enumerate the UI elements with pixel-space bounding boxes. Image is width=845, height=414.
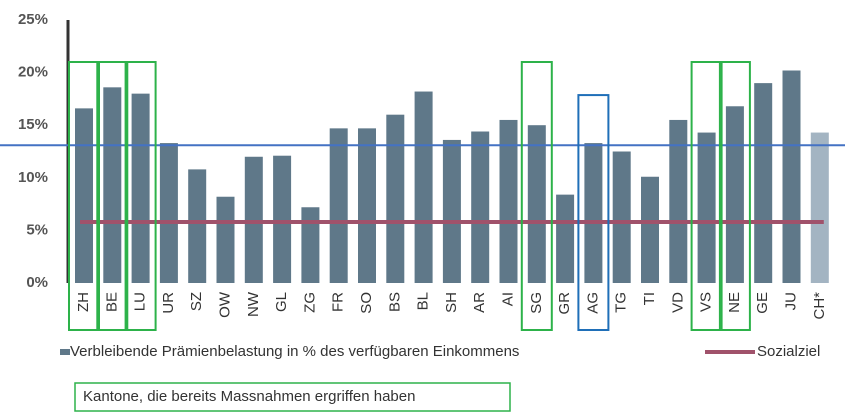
note-box (74, 382, 511, 412)
bar (244, 156, 263, 283)
x-tick-label: SG (528, 292, 545, 314)
bar (725, 106, 744, 283)
x-tick-label: GE (754, 292, 771, 314)
x-tick-label: TI (641, 292, 658, 305)
bar (641, 176, 659, 283)
bar (358, 128, 376, 283)
highlight-note: Kantone, die bereits Massnahmen ergriffe… (83, 388, 415, 405)
legend-label: Verbleibende Prämienbelastung in % des v… (70, 343, 519, 360)
x-tick-label: AR (471, 292, 488, 313)
bar (414, 91, 433, 283)
highlight-box (577, 94, 610, 331)
x-tick-label: OW (216, 291, 233, 318)
y-tick-label: 20% (18, 64, 48, 81)
highlight-box (520, 61, 553, 331)
x-tick-label: JU (782, 292, 799, 310)
highlight-box (124, 61, 157, 331)
bar (584, 143, 603, 283)
x-tick-label: NW (245, 291, 262, 317)
bar (754, 83, 773, 284)
x-tick-label: AI (499, 292, 516, 306)
x-tick-label: CH* (811, 292, 828, 320)
bar (216, 196, 235, 283)
bar (782, 70, 801, 283)
y-tick-label: 10% (18, 169, 48, 186)
highlight-box (68, 61, 100, 331)
x-tick-label: ZH (75, 292, 92, 312)
bar (273, 155, 292, 283)
x-tick-label: VD (669, 292, 686, 313)
x-tick-label: BE (103, 292, 120, 312)
y-tick-label: 0% (26, 274, 48, 291)
bar (75, 108, 93, 283)
x-tick-label: BL (415, 292, 432, 310)
y-tick-label: 25% (18, 11, 48, 28)
bar (329, 128, 348, 283)
highlight-box (718, 61, 751, 331)
bar (159, 143, 178, 283)
legend-swatch (60, 349, 70, 355)
bar (103, 87, 122, 283)
bar (527, 125, 546, 283)
x-tick-label: FR (330, 292, 347, 312)
x-tick-label: ZG (301, 292, 318, 313)
legend-label: Sozialziel (757, 343, 820, 360)
x-tick-label: VS (698, 292, 715, 312)
x-tick-label: NE (726, 292, 743, 313)
bar (386, 114, 405, 284)
bar (810, 132, 829, 283)
bar (471, 131, 490, 283)
x-tick-label: SO (358, 292, 375, 314)
bar (131, 93, 150, 283)
bar (697, 132, 716, 283)
x-tick-label: SH (443, 292, 460, 313)
x-tick-label: GL (273, 292, 290, 312)
x-tick-label: AG (584, 292, 601, 314)
x-tick-label: SZ (188, 292, 205, 311)
x-tick-label: UR (160, 292, 177, 314)
bar (556, 194, 575, 283)
x-tick-label: GR (556, 292, 573, 315)
bar (442, 139, 461, 283)
x-tick-label: TG (613, 292, 630, 313)
y-tick-label: 5% (26, 221, 48, 238)
x-tick-label: LU (132, 292, 149, 311)
bar (188, 169, 207, 283)
y-tick-label: 15% (18, 116, 48, 133)
highlight-box (690, 61, 723, 331)
x-tick-label: BS (386, 292, 403, 312)
bar (301, 207, 320, 283)
bar (612, 151, 631, 283)
bar (499, 119, 518, 283)
bar (669, 119, 688, 283)
highlight-box (96, 61, 129, 331)
